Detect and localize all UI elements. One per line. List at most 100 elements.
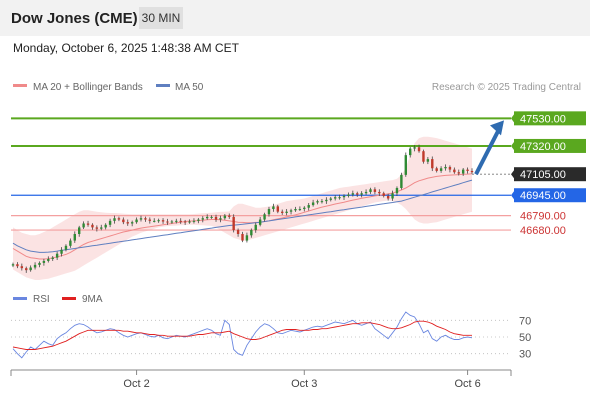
candle-body xyxy=(179,220,182,222)
candles-layer xyxy=(11,144,474,273)
candle-body xyxy=(426,159,430,162)
candle-body xyxy=(316,201,319,203)
candle-body xyxy=(117,218,121,220)
candle-body xyxy=(139,218,143,220)
candle-body xyxy=(338,197,341,199)
legend-ma20-label: MA 20 + Bollinger Bands xyxy=(33,82,143,93)
candle-body xyxy=(435,168,438,171)
interval-badge[interactable]: 30 MIN xyxy=(139,7,183,29)
candle-body xyxy=(183,221,187,223)
candle-body xyxy=(188,221,191,223)
candle-body xyxy=(453,169,456,173)
level-label-box xyxy=(514,188,586,203)
candle-body xyxy=(285,211,288,213)
candle-body xyxy=(250,230,253,236)
candle-body xyxy=(91,224,94,228)
ma20-line xyxy=(12,173,473,260)
candle-body xyxy=(69,240,72,246)
candle-body xyxy=(417,147,421,152)
candle-body xyxy=(470,170,474,173)
candle-body xyxy=(64,245,68,250)
candle-body xyxy=(29,267,32,271)
candle-body xyxy=(192,220,196,222)
candle-body xyxy=(360,193,363,195)
x-axis-ticks: Oct 2 Oct 3 Oct 6 xyxy=(123,370,481,390)
level-label-box xyxy=(514,111,586,126)
candle-body xyxy=(11,264,15,266)
candle-body xyxy=(232,216,235,231)
candle-body xyxy=(42,260,46,263)
candle-body xyxy=(303,207,306,210)
rsi-legend: RSI 9MA xyxy=(13,294,103,305)
candle-body xyxy=(219,218,222,220)
level-label-box xyxy=(514,167,586,182)
candle-body xyxy=(95,227,99,229)
candle-body xyxy=(210,216,213,218)
legend-rsi-swatch xyxy=(13,297,27,300)
legend: MA 20 + Bollinger Bands MA 50 Research ©… xyxy=(13,82,581,93)
candle-body xyxy=(73,234,76,241)
candle-body xyxy=(170,221,174,223)
candle-body xyxy=(431,159,434,169)
x-tick-label: Oct 2 xyxy=(123,378,149,390)
candle-body xyxy=(104,224,107,228)
candle-body xyxy=(16,264,19,267)
candle-body xyxy=(82,223,85,228)
candle-body xyxy=(457,172,460,174)
candle-body xyxy=(311,202,315,206)
candle-body xyxy=(47,258,50,261)
candle-body xyxy=(413,147,416,149)
candle-body xyxy=(245,235,249,241)
candle-body xyxy=(33,264,37,268)
moving-average-layer xyxy=(12,173,473,260)
legend-ma50-swatch xyxy=(156,84,170,87)
bollinger-band xyxy=(13,136,472,280)
candle-body xyxy=(439,168,443,171)
candle-body xyxy=(307,205,310,208)
candle-body xyxy=(342,195,346,198)
candle-body xyxy=(228,215,231,217)
candle-body xyxy=(205,216,209,219)
candle-body xyxy=(281,211,284,213)
legend-rsi-ma-swatch xyxy=(62,297,76,300)
candle-body xyxy=(333,197,337,199)
candle-body xyxy=(60,249,63,254)
candle-body xyxy=(126,222,129,224)
level-label-current: 47105.00 xyxy=(520,169,566,181)
candle-body xyxy=(422,151,425,162)
candle-body xyxy=(382,193,385,196)
header-bar xyxy=(0,0,590,36)
candle-body xyxy=(289,210,293,212)
target-arrow-shaft xyxy=(474,128,501,176)
arrow-layer xyxy=(474,120,504,176)
candle-body xyxy=(100,227,103,229)
candle-body xyxy=(325,199,328,202)
candle-body xyxy=(38,262,41,265)
candle-body xyxy=(466,169,469,171)
candle-body xyxy=(122,219,125,223)
level-label-pointer xyxy=(511,191,514,200)
rsi-tick-label: 70 xyxy=(519,315,531,327)
level-label-support: 46680.00 xyxy=(520,225,566,237)
candle-body xyxy=(153,220,156,222)
candle-body xyxy=(386,195,390,199)
candle-body xyxy=(298,209,302,211)
candle-body xyxy=(20,266,24,269)
candle-body xyxy=(258,219,262,225)
level-labels-layer: 47530.00 47320.00 47105.00 46945.00 46790.00… xyxy=(511,111,586,237)
candle-body xyxy=(241,234,244,241)
candle-body xyxy=(161,220,165,222)
candle-body xyxy=(369,189,372,192)
candle-body xyxy=(55,253,59,258)
candle-body xyxy=(201,218,204,220)
candle-body xyxy=(272,206,275,210)
candle-body xyxy=(444,166,447,169)
candle-body xyxy=(25,268,28,271)
candle-body xyxy=(329,198,332,200)
target-arrow-head xyxy=(490,120,504,136)
level-label-pointer xyxy=(511,170,514,179)
level-label-target: 47320.00 xyxy=(520,141,566,153)
candle-body xyxy=(267,209,271,215)
legend-rsi-ma-label: 9MA xyxy=(82,294,103,305)
